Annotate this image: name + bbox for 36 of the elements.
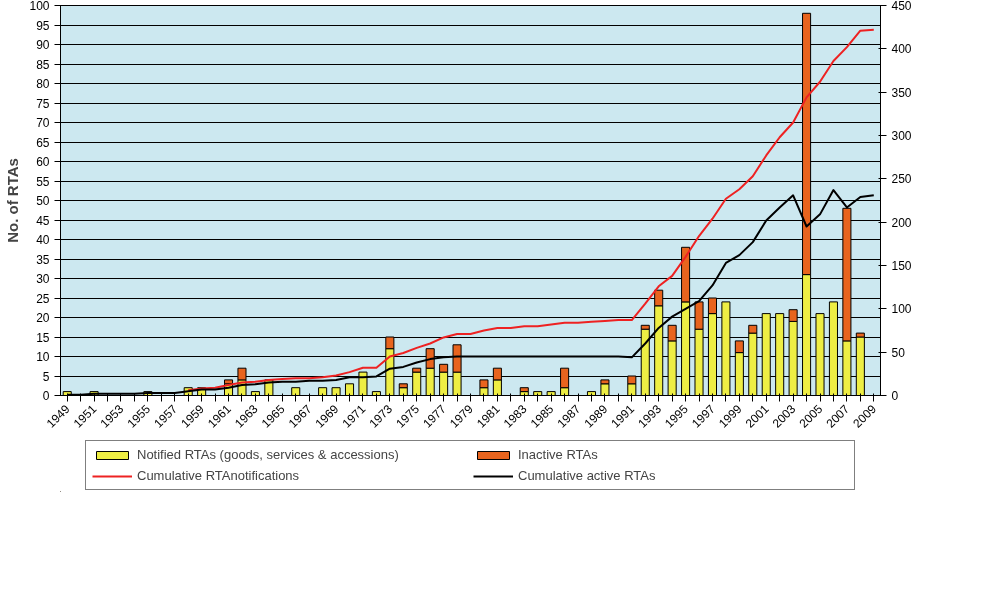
y2-tick-label: 450	[891, 0, 912, 13]
y-tick-label: 70	[36, 116, 50, 130]
legend-label: Cumulative active RTAs	[518, 468, 657, 483]
y-tick-label: 35	[36, 252, 50, 267]
y-tick-label: 60	[36, 155, 50, 169]
legend-label: Notified RTAs (goods, services & accessions)	[137, 447, 400, 462]
y-tick-label: 65	[36, 135, 50, 150]
y-tick-label: 45	[36, 213, 50, 228]
y-tick-label: 75	[36, 96, 50, 111]
y-tick-label: 50	[36, 194, 50, 208]
y-tick-label: 100	[29, 0, 50, 13]
y-tick-label: 80	[36, 77, 50, 91]
y-tick-label: 90	[36, 38, 50, 52]
y2-tick-label: 350	[891, 85, 912, 100]
legend-label: Inactive RTAs	[518, 447, 599, 462]
y-tick-label: 5	[42, 369, 50, 384]
y2-tick-label: 150	[891, 259, 912, 273]
y2-tick-label: 50	[891, 345, 906, 360]
y-tick-label: 0	[42, 389, 50, 403]
y2-tick-label: 250	[891, 172, 912, 187]
y2-tick-label: 300	[891, 129, 912, 143]
y-tick-label: 20	[36, 311, 50, 325]
y-tick-label: 10	[36, 350, 50, 364]
y-tick-label: 15	[36, 330, 50, 345]
y-tick-label: 85	[36, 57, 50, 72]
legend-label: Cumulative RTAnotifications	[137, 468, 301, 483]
y-tick-label: 30	[36, 272, 50, 286]
y-tick-label: 25	[36, 291, 50, 306]
y-tick-label: 95	[36, 18, 50, 33]
y2-tick-label: 400	[891, 42, 912, 57]
y-tick-label: 55	[36, 174, 50, 189]
y2-tick-label: 0	[891, 389, 899, 403]
y-tick-label: 40	[36, 233, 50, 247]
y-axis-title: No. of RTAs	[4, 158, 22, 243]
y2-tick-label: 200	[891, 215, 912, 230]
y2-tick-label: 100	[891, 302, 912, 317]
